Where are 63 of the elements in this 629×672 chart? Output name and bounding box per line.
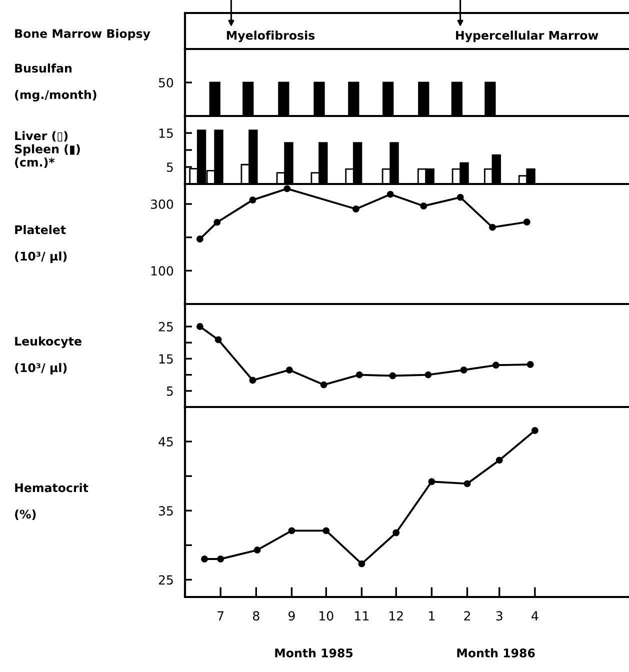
point [201, 556, 208, 562]
text: Bone Marrow Biopsy [15, 28, 150, 40]
point [456, 194, 464, 201]
y-tick-label: 50 [158, 78, 174, 88]
y-tick-label: 5 [166, 162, 173, 172]
point [284, 185, 291, 192]
point [460, 366, 468, 374]
x-tick-label: 3 [496, 611, 502, 621]
point [286, 366, 293, 374]
y-tick-label: 25 [158, 322, 173, 332]
point [489, 224, 496, 231]
point [386, 190, 394, 198]
text: Hypercellular Marrow [456, 30, 598, 42]
x-tick-label: 11 [355, 611, 368, 620]
x-tick-label: 10 [320, 611, 334, 621]
point [464, 480, 471, 488]
point [352, 206, 360, 212]
point [392, 529, 400, 536]
text: Myelofibrosis [226, 30, 315, 42]
point [214, 218, 221, 226]
y-tick-label: 300 [150, 199, 174, 209]
text: Busulfan (mg./month) [15, 64, 96, 102]
point [420, 202, 428, 210]
point [322, 527, 330, 534]
y-tick-label: 35 [158, 506, 173, 516]
x-tick-label: 2 [464, 611, 470, 620]
point [531, 427, 538, 434]
y-tick-label: 5 [166, 386, 173, 396]
x-tick-label: 1 [429, 611, 434, 620]
text: Hematocrit (%) [15, 483, 88, 520]
point [523, 218, 530, 226]
point [254, 546, 261, 554]
text: Leukocyte (10³/ µl) [15, 336, 82, 374]
point [428, 478, 436, 486]
text: Month 1986 [457, 648, 535, 658]
point [249, 196, 256, 204]
x-tick-label: 12 [390, 611, 403, 620]
point [196, 236, 204, 242]
point [320, 381, 328, 388]
point [389, 372, 396, 380]
x-tick-label: 7 [218, 611, 224, 620]
y-tick-label: 45 [158, 437, 173, 446]
x-tick-label: 4 [532, 611, 538, 620]
point [217, 556, 224, 562]
text: Platelet (10³/ µl) [15, 225, 67, 263]
y-tick-label: 15 [159, 128, 173, 138]
point [496, 456, 503, 464]
y-tick-label: 100 [151, 266, 174, 276]
point [492, 362, 500, 369]
point [358, 560, 366, 568]
point [196, 323, 204, 330]
y-axis-title: Liver (▯) Spleen (▮) (cm.)* [14, 131, 80, 168]
x-tick-label: 8 [253, 611, 260, 621]
point [424, 371, 432, 378]
point [526, 361, 534, 368]
y-tick-label: 15 [159, 354, 173, 364]
point [214, 336, 222, 344]
y-tick-label: 25 [158, 575, 173, 585]
point [249, 376, 256, 384]
text: Month 1985 [275, 648, 353, 658]
x-tick-label: 9 [288, 611, 295, 621]
point [356, 371, 363, 378]
point [288, 527, 296, 534]
